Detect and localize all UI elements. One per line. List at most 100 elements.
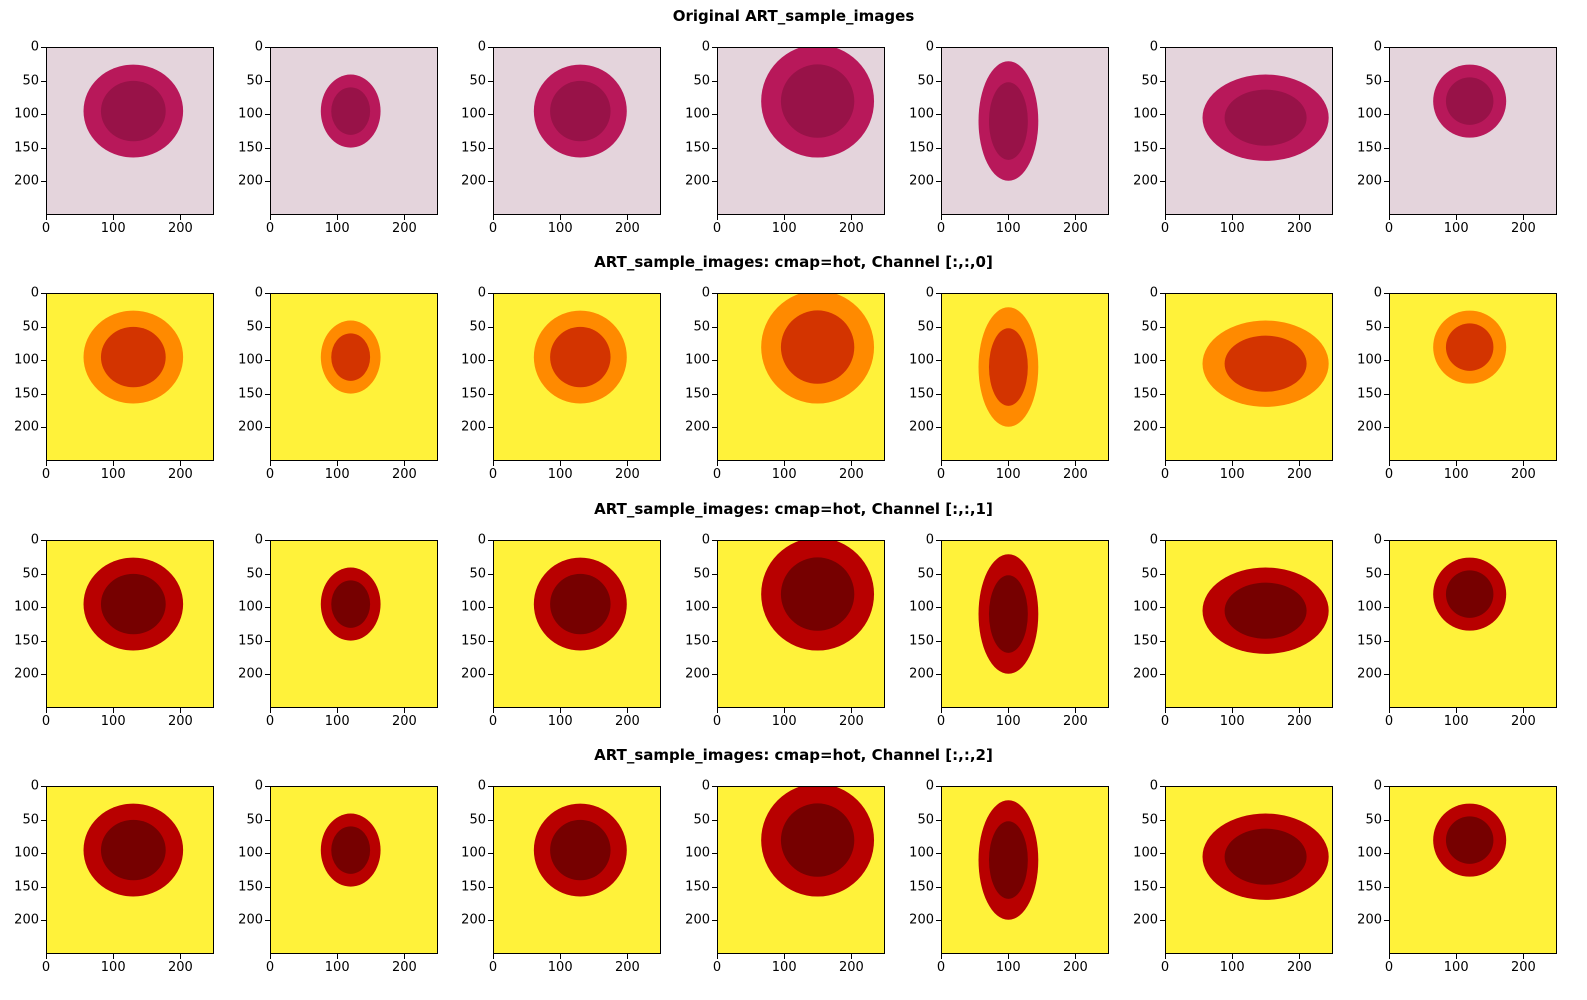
y-tick-mark bbox=[1384, 786, 1389, 787]
y-tick-mark bbox=[488, 540, 493, 541]
x-tick-mark bbox=[851, 708, 853, 713]
x-tick-label: 100 bbox=[995, 467, 1021, 482]
x-tick-label: 100 bbox=[771, 467, 797, 482]
x-tick-label: 0 bbox=[488, 960, 498, 975]
y-tick-label: 150 bbox=[685, 633, 710, 649]
x-tick-label: 100 bbox=[100, 960, 126, 975]
y-tick-label: 150 bbox=[909, 140, 934, 156]
image-panel bbox=[46, 786, 214, 954]
y-tick-mark bbox=[1160, 293, 1165, 294]
y-tick-mark bbox=[1384, 819, 1389, 821]
y-tick-mark bbox=[712, 360, 717, 362]
y-tick-mark bbox=[936, 607, 941, 609]
y-tick-label: 200 bbox=[461, 666, 486, 682]
x-tick-label: 100 bbox=[100, 221, 126, 236]
x-tick-label: 100 bbox=[1219, 467, 1245, 482]
y-tick-label: 200 bbox=[238, 666, 263, 682]
y-tick-mark bbox=[1384, 326, 1389, 328]
x-tick-mark bbox=[941, 461, 942, 466]
x-tick-label: 0 bbox=[936, 221, 946, 236]
y-tick-mark bbox=[265, 80, 270, 82]
y-tick-label: 50 bbox=[1365, 812, 1382, 828]
x-tick-mark bbox=[1523, 954, 1525, 959]
x-tick-label: 0 bbox=[265, 467, 275, 482]
y-tick-label: 100 bbox=[685, 106, 710, 122]
x-tick-mark bbox=[1523, 461, 1525, 466]
x-tick-label: 200 bbox=[614, 960, 640, 975]
y-tick-mark bbox=[265, 674, 270, 676]
y-tick-mark bbox=[1160, 886, 1165, 888]
y-tick-label: 100 bbox=[1357, 352, 1382, 368]
image-panel bbox=[1165, 786, 1333, 954]
y-tick-mark bbox=[41, 674, 46, 676]
y-tick-mark bbox=[712, 147, 717, 149]
image-panel bbox=[717, 47, 885, 215]
x-tick-mark bbox=[180, 461, 182, 466]
x-tick-label: 0 bbox=[1384, 960, 1394, 975]
y-tick-mark bbox=[936, 640, 941, 642]
y-tick-label: 50 bbox=[1141, 73, 1158, 89]
y-tick-mark bbox=[488, 573, 493, 575]
y-tick-label: 150 bbox=[1357, 386, 1382, 402]
y-tick-label: 200 bbox=[909, 912, 934, 928]
y-tick-mark bbox=[712, 114, 717, 116]
y-tick-label: 0 bbox=[925, 778, 934, 794]
y-tick-mark bbox=[936, 80, 941, 82]
y-tick-label: 0 bbox=[254, 39, 263, 55]
y-tick-label: 200 bbox=[238, 419, 263, 435]
x-tick-label: 100 bbox=[547, 467, 573, 482]
y-tick-label: 50 bbox=[246, 73, 263, 89]
image-panel bbox=[46, 47, 214, 215]
x-tick-label: 0 bbox=[1160, 221, 1170, 236]
x-tick-mark bbox=[941, 215, 942, 220]
x-tick-mark bbox=[560, 215, 562, 220]
y-tick-mark bbox=[712, 47, 717, 48]
x-tick-label: 200 bbox=[167, 714, 193, 729]
image-panel bbox=[1165, 540, 1333, 708]
x-tick-mark bbox=[717, 215, 718, 220]
y-tick-label: 100 bbox=[685, 352, 710, 368]
x-tick-label: 0 bbox=[1384, 714, 1394, 729]
y-tick-mark bbox=[265, 640, 270, 642]
y-tick-mark bbox=[41, 920, 46, 922]
x-tick-mark bbox=[337, 461, 339, 466]
x-tick-mark bbox=[1075, 708, 1077, 713]
y-tick-label: 200 bbox=[1133, 419, 1158, 435]
x-tick-mark bbox=[851, 461, 853, 466]
y-tick-mark bbox=[41, 786, 46, 787]
x-tick-mark bbox=[337, 708, 339, 713]
y-tick-mark bbox=[488, 393, 493, 395]
image-panel bbox=[46, 293, 214, 461]
y-tick-mark bbox=[936, 360, 941, 362]
y-tick-mark bbox=[265, 886, 270, 888]
y-tick-mark bbox=[1384, 607, 1389, 609]
x-tick-label: 100 bbox=[547, 960, 573, 975]
x-tick-label: 100 bbox=[771, 221, 797, 236]
y-tick-mark bbox=[265, 360, 270, 362]
y-tick-label: 0 bbox=[1149, 39, 1158, 55]
y-tick-mark bbox=[265, 427, 270, 429]
y-tick-mark bbox=[1160, 393, 1165, 395]
y-tick-mark bbox=[936, 819, 941, 821]
y-tick-mark bbox=[1384, 886, 1389, 888]
y-tick-mark bbox=[936, 427, 941, 429]
image-panel bbox=[941, 540, 1109, 708]
y-tick-label: 200 bbox=[685, 666, 710, 682]
y-tick-mark bbox=[1160, 920, 1165, 922]
y-tick-label: 50 bbox=[917, 319, 934, 335]
x-tick-label: 200 bbox=[391, 221, 417, 236]
y-tick-mark bbox=[265, 293, 270, 294]
y-tick-label: 100 bbox=[1133, 599, 1158, 615]
y-tick-mark bbox=[712, 80, 717, 82]
y-tick-mark bbox=[1384, 427, 1389, 429]
y-tick-label: 50 bbox=[22, 566, 39, 582]
y-tick-label: 100 bbox=[461, 106, 486, 122]
y-tick-label: 100 bbox=[1357, 599, 1382, 615]
image-panel bbox=[717, 293, 885, 461]
x-tick-mark bbox=[1456, 954, 1458, 959]
y-tick-label: 200 bbox=[461, 419, 486, 435]
y-tick-mark bbox=[488, 786, 493, 787]
y-tick-mark bbox=[41, 147, 46, 149]
y-tick-mark bbox=[1384, 393, 1389, 395]
y-tick-label: 0 bbox=[925, 285, 934, 301]
